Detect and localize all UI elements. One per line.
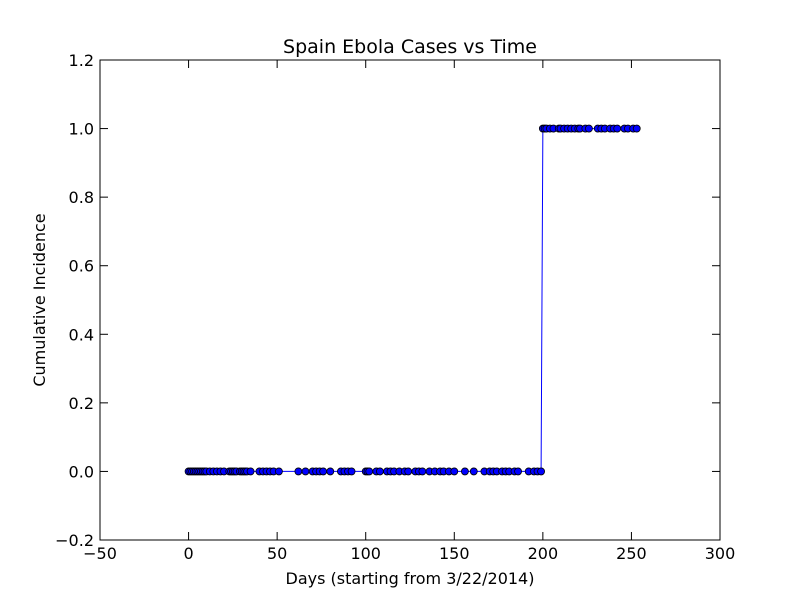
x-axis-label: Days (starting from 3/22/2014) (286, 569, 535, 588)
data-point (613, 124, 622, 133)
tick-layer: −50 0 50 100 150 200 250 300 −0.2 0.0 0.2 0.4 0.6 0.8… (55, 51, 735, 563)
x-tick-label: 250 (616, 544, 647, 563)
y-tick-label: 1.2 (69, 51, 94, 70)
plot-frame (99, 59, 721, 541)
x-tick-label: 50 (267, 544, 287, 563)
data-point (375, 467, 384, 476)
y-tick-label: −0.2 (55, 531, 94, 550)
data-point (632, 124, 641, 133)
y-tick-label: 0.4 (69, 325, 94, 344)
data-point (537, 467, 545, 476)
data-point (469, 467, 478, 476)
x-tick-label: 150 (439, 544, 470, 563)
data-point (418, 467, 427, 476)
x-tick-label: −50 (83, 544, 117, 563)
y-tick-label: 1.0 (69, 120, 94, 139)
y-tick-label: 0.2 (69, 394, 94, 413)
x-tick-label: 0 (183, 544, 193, 563)
data-point (294, 467, 303, 476)
data-point (326, 467, 335, 476)
y-tick-label: 0.6 (69, 257, 94, 276)
data-point (514, 467, 522, 476)
data-point (450, 467, 459, 476)
y-axis-label: Cumulative Incidence (30, 213, 49, 386)
x-tick-label: 300 (705, 544, 736, 563)
data-point (404, 467, 413, 476)
data-point (246, 467, 255, 476)
data-point (347, 467, 356, 476)
x-tick-label: 200 (528, 544, 559, 563)
y-tick-label: 0.8 (69, 188, 94, 207)
data-point (461, 467, 469, 476)
data-point (275, 467, 283, 476)
data-point (585, 124, 593, 133)
data-point (319, 467, 328, 476)
plot-area (100, 60, 720, 540)
y-tick-label: 0.0 (69, 462, 94, 481)
series-layer (184, 124, 641, 476)
x-tick-label: 100 (350, 544, 381, 563)
chart-title: Spain Ebola Cases vs Time (283, 36, 537, 58)
data-point (301, 467, 310, 476)
data-point (365, 467, 374, 476)
